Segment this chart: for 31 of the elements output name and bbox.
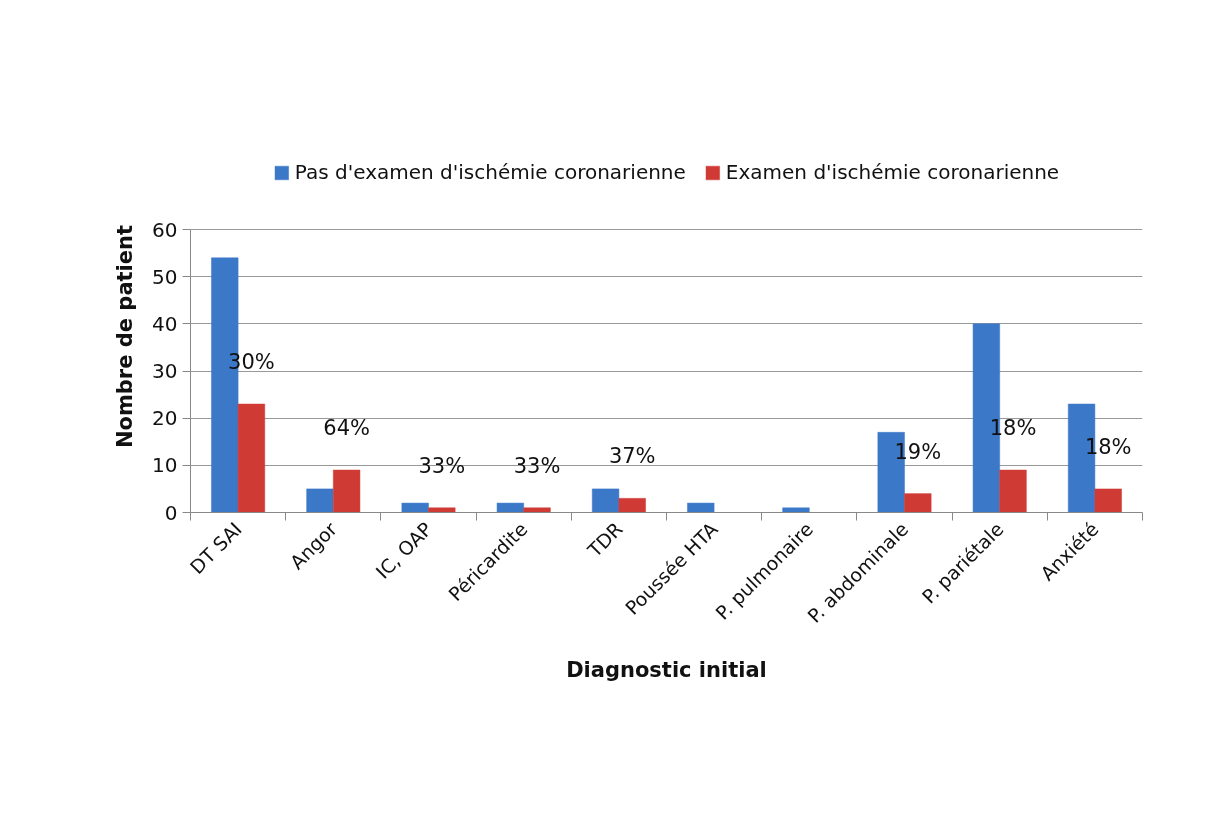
bar [306,488,334,513]
y-tick-label: 50 [152,264,178,289]
bar [782,507,810,513]
bar [428,507,456,513]
bar [496,502,524,513]
y-tick-label: 20 [152,406,178,431]
y-tick-label: 60 [152,217,178,242]
bar [904,493,932,513]
bar [591,488,620,513]
bar [999,469,1027,513]
x-tick-label: DT SAI [185,517,246,579]
annotation: 33% [513,453,561,478]
x-tick-label: TDR [582,517,627,562]
bar [1094,488,1122,513]
bar [523,507,551,513]
x-axis-title: Diagnostic initial [566,657,767,682]
legend-label: Examen d'ischémie coronarienne [725,160,1060,184]
bar [687,502,715,513]
bar [237,403,266,513]
annotation: 33% [418,453,466,478]
bar [401,502,429,513]
bar [333,469,361,513]
y-axis-title: Nombre de patient [113,224,138,449]
annotation: 64% [323,416,370,441]
y-tick-label: 0 [164,500,178,525]
legend-label: Pas d'examen d'ischémie coronarienne [294,160,686,184]
y-tick-label: 40 [152,311,178,336]
bar [618,498,646,513]
y-tick-label: 30 [152,359,178,383]
annotation: 37% [608,444,656,469]
y-tick-label: 10 [152,453,178,478]
